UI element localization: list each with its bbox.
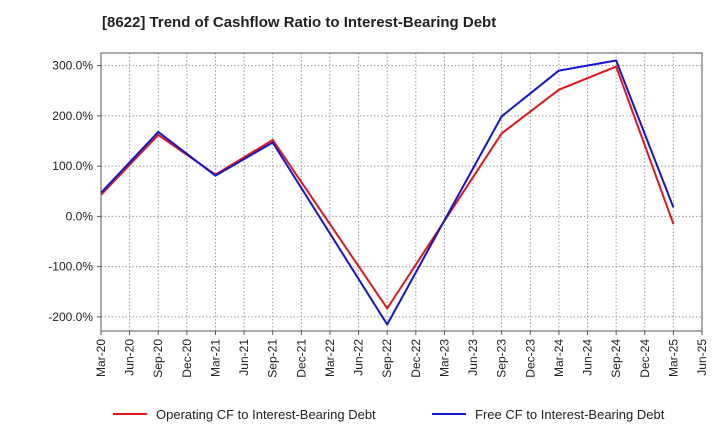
y-tick-label: 300.0% <box>52 59 93 73</box>
x-tick-label: Mar-22 <box>323 339 337 377</box>
x-tick-label: Sep-22 <box>380 339 394 378</box>
y-tick-label: 200.0% <box>52 109 93 123</box>
x-tick-label: Jun-24 <box>581 339 595 376</box>
x-tick-label: Mar-20 <box>94 339 108 377</box>
x-tick-label: Jun-20 <box>123 339 137 376</box>
series-line-2 <box>100 59 675 326</box>
x-tick-label: Sep-24 <box>609 339 623 378</box>
x-tick-label: Jun-22 <box>352 339 366 376</box>
x-tick-label: Dec-22 <box>409 339 423 378</box>
plot-frame <box>100 52 703 332</box>
x-tick-label: Jun-23 <box>466 339 480 376</box>
x-tick-label: Jun-21 <box>237 339 251 376</box>
x-tick-label: Jun-25 <box>695 339 709 376</box>
y-tick-label: -200.0% <box>48 310 93 324</box>
y-tick-label: 100.0% <box>52 159 93 173</box>
series-line-1 <box>100 65 675 310</box>
x-tick-label: Sep-21 <box>266 339 280 378</box>
x-tick-label: Mar-21 <box>208 339 222 377</box>
x-tick-label: Dec-21 <box>294 339 308 378</box>
legend-label-1: Operating CF to Interest-Bearing Debt <box>156 407 376 422</box>
y-tick-label: 0.0% <box>66 209 94 223</box>
chart-title: [8622] Trend of Cashflow Ratio to Intere… <box>102 14 497 31</box>
legend-label-2: Free CF to Interest-Bearing Debt <box>475 407 665 422</box>
x-tick-label: Sep-20 <box>151 339 165 378</box>
x-tick-label: Dec-20 <box>180 339 194 378</box>
y-tick-label: -100.0% <box>48 260 93 274</box>
x-tick-label: Dec-23 <box>523 339 537 378</box>
x-tick-label: Mar-25 <box>666 339 680 377</box>
x-tick-label: Mar-24 <box>552 339 566 377</box>
x-tick-label: Sep-23 <box>495 339 509 378</box>
x-tick-label: Mar-23 <box>437 339 451 377</box>
x-tick-label: Dec-24 <box>638 339 652 378</box>
